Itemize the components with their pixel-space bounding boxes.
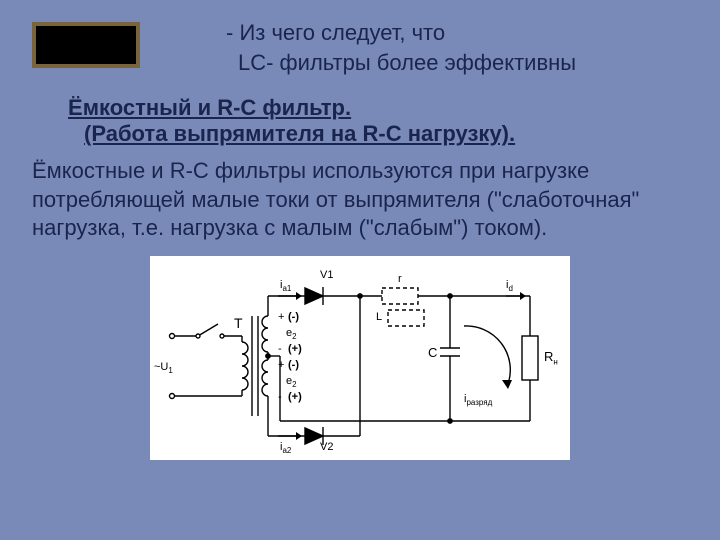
label-u1: ~U1 xyxy=(154,362,173,375)
body-text: Ёмкостные и R-C фильтры используются при… xyxy=(32,157,688,241)
heading-rectifier-rc: (Работа выпрямителя на R-C нагрузку). xyxy=(84,121,688,147)
label-pplus2: (+) xyxy=(288,392,302,403)
circuit-diagram: ~U1 T ia1 V1 ia2 V2 + (-) e2 - (+) + (-)… xyxy=(150,256,570,460)
label-V1: V1 xyxy=(320,270,333,281)
label-C: C xyxy=(428,346,437,359)
label-plus1: + xyxy=(278,312,284,323)
formula-box xyxy=(32,22,140,68)
label-ia1: ia1 xyxy=(280,280,291,293)
label-T: T xyxy=(234,316,243,330)
label-e2a: e2 xyxy=(286,328,297,341)
slide: - Из чего следует, что LC- фильтры более… xyxy=(0,0,720,540)
label-plus2: + xyxy=(278,360,284,371)
top-line1: - Из чего следует, что xyxy=(226,18,576,48)
label-minus2: - xyxy=(278,392,282,403)
label-V2: V2 xyxy=(320,442,333,453)
top-text: - Из чего следует, что LC- фильтры более… xyxy=(226,18,576,77)
label-L: L xyxy=(376,312,382,323)
label-ia2: ia2 xyxy=(280,442,291,455)
label-pminus1: (-) xyxy=(288,312,299,323)
heading-capacitive-rc: Ёмкостный и R-C фильтр. xyxy=(68,95,688,121)
label-pminus2: (-) xyxy=(288,360,299,371)
label-r: r xyxy=(398,274,402,285)
label-e2b: e2 xyxy=(286,376,297,389)
top-row: - Из чего следует, что LC- фильтры более… xyxy=(32,18,688,77)
label-minus1: - xyxy=(278,344,282,355)
label-Rn: Rн xyxy=(544,350,558,367)
diagram-wrap: ~U1 T ia1 V1 ia2 V2 + (-) e2 - (+) + (-)… xyxy=(32,256,688,460)
label-irazr: iразряд xyxy=(464,394,492,407)
label-pplus1: (+) xyxy=(288,344,302,355)
top-line2: LC- фильтры более эффективны xyxy=(238,48,576,78)
label-id: id xyxy=(506,280,513,293)
